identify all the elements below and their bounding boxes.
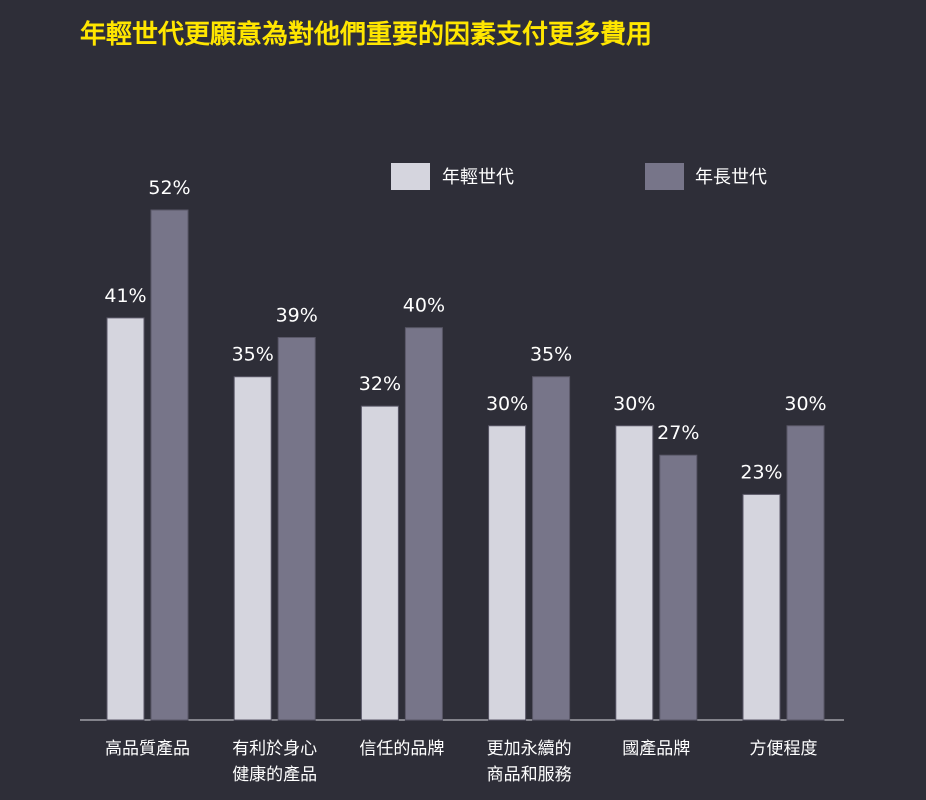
category-label: 健康的產品 — [232, 765, 317, 785]
data-label: 39% — [276, 305, 318, 327]
category-label: 更加永續的 — [487, 739, 572, 759]
bar-old-1 — [277, 337, 316, 721]
bar-old-3 — [532, 376, 571, 721]
data-label: 52% — [148, 177, 190, 199]
category-label: 信任的品牌 — [359, 739, 444, 759]
legend-label: 年輕世代 — [442, 167, 514, 188]
data-label: 27% — [657, 422, 699, 444]
category-label: 商品和服務 — [487, 765, 572, 785]
data-label: 40% — [403, 295, 445, 317]
bar-old-5 — [786, 425, 825, 721]
legend-swatch — [391, 163, 430, 190]
bar-young-1 — [233, 376, 272, 721]
data-label: 23% — [740, 461, 782, 483]
data-label: 30% — [613, 393, 655, 415]
data-label: 35% — [530, 344, 572, 366]
bar-young-5 — [742, 493, 781, 721]
data-label: 32% — [359, 373, 401, 395]
bar-old-0 — [150, 209, 189, 721]
bar-young-4 — [615, 425, 654, 721]
bar-old-4 — [659, 454, 698, 721]
bar-young-2 — [360, 405, 399, 721]
data-label: 30% — [486, 393, 528, 415]
data-label: 30% — [784, 393, 826, 415]
bar-young-0 — [106, 317, 145, 721]
category-label: 方便程度 — [750, 739, 818, 759]
category-label: 高品質產品 — [105, 739, 190, 759]
category-label: 有利於身心 — [232, 739, 317, 759]
data-label: 35% — [232, 344, 274, 366]
category-label: 國產品牌 — [622, 739, 690, 759]
bar-young-3 — [488, 425, 527, 721]
chart-title: 年輕世代更願意為對他們重要的因素支付更多費用 — [80, 20, 653, 50]
legend-swatch — [645, 163, 684, 190]
data-label: 41% — [104, 285, 146, 307]
legend-label: 年長世代 — [695, 167, 767, 188]
bar-old-2 — [404, 327, 443, 721]
